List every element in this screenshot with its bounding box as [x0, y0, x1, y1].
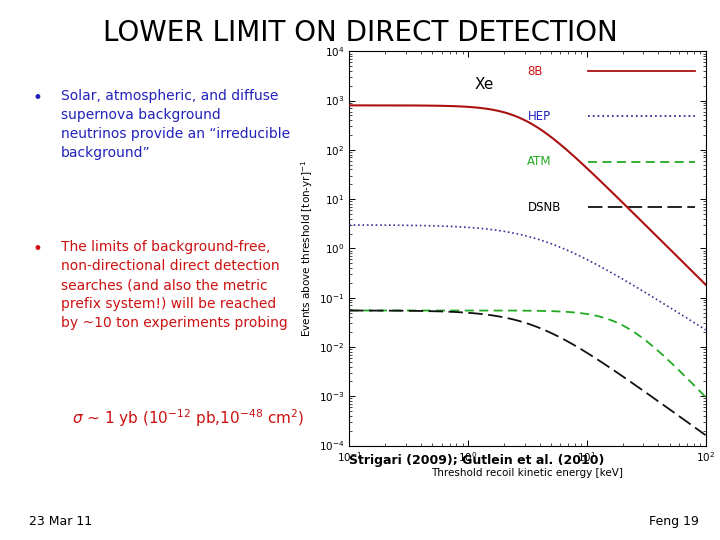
- Text: $\sigma$ ~ 1 yb (10$^{-12}$ pb,10$^{-48}$ cm$^{2}$): $\sigma$ ~ 1 yb (10$^{-12}$ pb,10$^{-48}…: [72, 408, 305, 429]
- Text: Feng 19: Feng 19: [649, 515, 698, 528]
- Text: Solar, atmospheric, and diffuse
supernova background
neutrinos provide an “irred: Solar, atmospheric, and diffuse supernov…: [61, 89, 290, 160]
- X-axis label: Threshold recoil kinetic energy [keV]: Threshold recoil kinetic energy [keV]: [431, 468, 624, 478]
- Text: The limits of background-free,
non-directional direct detection
searches (and al: The limits of background-free, non-direc…: [61, 240, 288, 330]
- Text: 8B: 8B: [527, 64, 543, 78]
- Text: •: •: [32, 89, 42, 107]
- Text: •: •: [32, 240, 42, 258]
- Text: 23 Mar 11: 23 Mar 11: [29, 515, 92, 528]
- Text: HEP: HEP: [527, 110, 551, 123]
- Text: DSNB: DSNB: [527, 200, 561, 213]
- Text: Xe: Xe: [475, 77, 495, 92]
- Text: ATM: ATM: [527, 155, 552, 168]
- Y-axis label: Events above threshold [ton-yr]$^{-1}$: Events above threshold [ton-yr]$^{-1}$: [299, 160, 315, 337]
- Text: Strigari (2009); Gutlein et al. (2010): Strigari (2009); Gutlein et al. (2010): [349, 454, 605, 467]
- Text: LOWER LIMIT ON DIRECT DETECTION: LOWER LIMIT ON DIRECT DETECTION: [103, 19, 617, 47]
